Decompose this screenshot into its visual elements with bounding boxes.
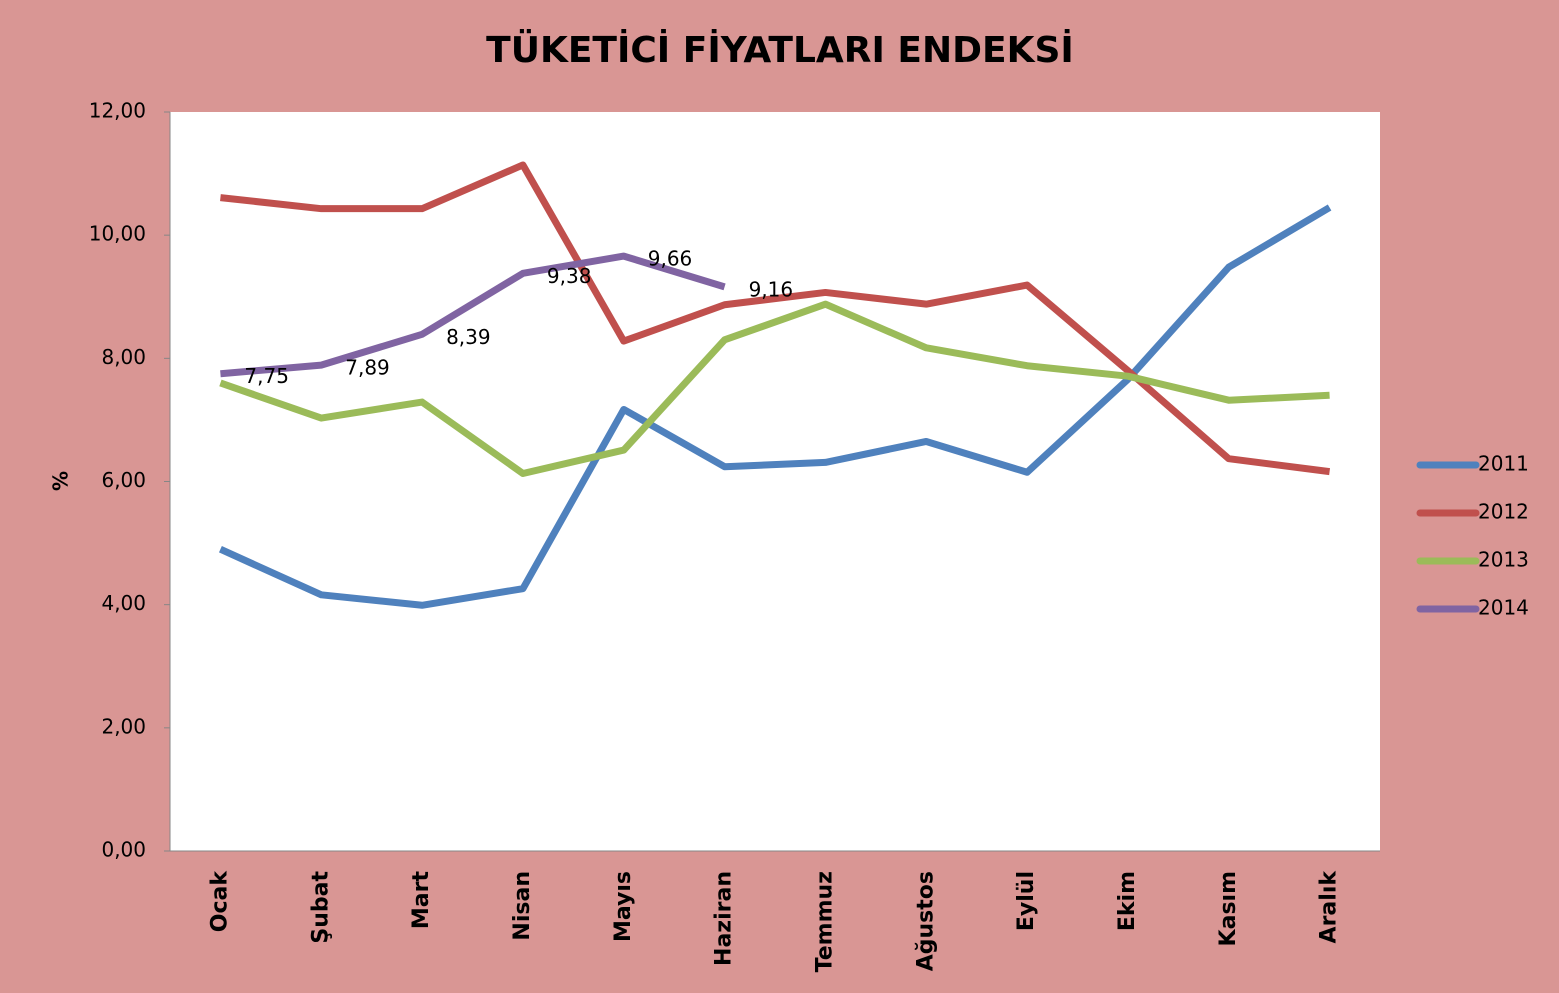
data-label: 9,16 <box>749 277 794 301</box>
y-axis-title: % <box>49 471 73 491</box>
series-line <box>220 252 726 378</box>
series-line <box>220 161 1331 476</box>
chart-title: TÜKETİCİ FİYATLARI ENDEKSİ <box>486 29 1074 71</box>
y-tick-label: 4,00 <box>101 591 146 615</box>
legend-label: 2012 <box>1478 500 1529 524</box>
x-tick-label: Ocak <box>207 870 232 933</box>
data-label: 7,89 <box>345 356 390 380</box>
plot-area <box>170 112 1380 851</box>
y-tick-label: 6,00 <box>101 468 146 492</box>
y-tick-label: 8,00 <box>101 345 146 369</box>
x-tick-label: Haziran <box>712 871 737 966</box>
data-label: 7,75 <box>244 364 289 388</box>
x-tick-label: Mart <box>409 871 434 930</box>
x-tick-label: Nisan <box>510 871 535 941</box>
y-tick-label: 2,00 <box>101 714 146 738</box>
y-tick-label: 0,00 <box>101 838 146 862</box>
y-tick-label: 10,00 <box>89 222 146 246</box>
x-tick-label: Ağustos <box>913 871 938 971</box>
data-label: 9,38 <box>547 264 592 288</box>
data-label: 8,39 <box>446 325 491 349</box>
x-tick-label: Kasım <box>1216 871 1241 946</box>
x-tick-label: Temmuz <box>812 871 837 972</box>
y-tick-label: 12,00 <box>89 99 146 123</box>
series-line <box>219 300 1330 477</box>
series-line <box>218 204 1332 609</box>
legend-label: 2014 <box>1478 596 1529 620</box>
x-tick-label: Ekim <box>1115 871 1140 931</box>
legend-label: 2011 <box>1478 452 1529 476</box>
x-tick-label: Şubat <box>308 871 333 944</box>
data-label: 9,66 <box>648 247 693 271</box>
x-tick-label: Eylül <box>1014 871 1039 931</box>
legend-label: 2013 <box>1478 548 1529 572</box>
x-tick-label: Aralık <box>1317 870 1342 944</box>
x-tick-label: Mayıs <box>611 871 636 942</box>
